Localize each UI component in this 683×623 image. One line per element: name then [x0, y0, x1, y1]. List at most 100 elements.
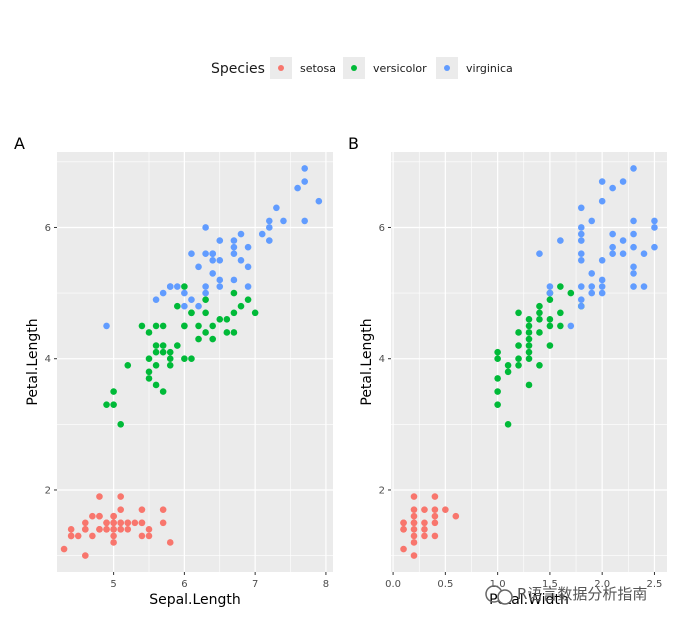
point-versicolor: [504, 421, 512, 428]
point-versicolor: [504, 368, 512, 376]
point-setosa: [421, 519, 428, 527]
panel-a-ticks: 5 6 7 8 2 4 6: [45, 223, 329, 590]
point-versicolor: [525, 329, 533, 336]
point-versicolor: [152, 381, 160, 389]
point-versicolor: [525, 348, 533, 356]
point-setosa: [442, 506, 449, 513]
point-virginica: [174, 283, 181, 290]
point-versicolor: [110, 401, 117, 408]
point-virginica: [237, 256, 245, 264]
panel-b-points: [400, 165, 658, 559]
point-versicolor: [124, 361, 132, 369]
point-virginica: [166, 283, 174, 290]
point-virginica: [598, 289, 606, 297]
point-setosa: [410, 512, 418, 520]
point-virginica: [609, 243, 616, 251]
point-virginica: [103, 322, 110, 330]
point-setosa: [110, 519, 117, 527]
point-virginica: [577, 224, 585, 231]
point-versicolor: [202, 296, 209, 303]
point-versicolor: [515, 309, 522, 317]
point-virginica: [266, 217, 273, 225]
point-setosa: [110, 539, 117, 546]
point-virginica: [230, 250, 238, 258]
point-setosa: [82, 552, 89, 559]
point-setosa: [410, 519, 418, 527]
tick-label-x: 2.5: [647, 579, 663, 590]
point-versicolor: [145, 329, 153, 336]
point-virginica: [209, 250, 216, 258]
point-virginica: [216, 283, 224, 290]
point-virginica: [630, 243, 637, 251]
point-virginica: [630, 230, 637, 238]
point-versicolor: [166, 361, 174, 369]
point-versicolor: [230, 329, 238, 336]
point-setosa: [131, 519, 139, 527]
watermark-text: R语言数据分析指南: [517, 585, 647, 603]
point-versicolor: [536, 329, 543, 336]
point-versicolor: [152, 348, 160, 356]
point-virginica: [301, 178, 308, 185]
point-virginica: [209, 270, 216, 277]
point-versicolor: [536, 361, 543, 369]
point-setosa: [60, 545, 68, 553]
point-setosa: [410, 539, 418, 546]
point-versicolor: [166, 348, 174, 356]
point-virginica: [188, 296, 195, 303]
point-versicolor: [181, 322, 188, 330]
legend-label-virginica: virginica: [466, 62, 513, 75]
point-versicolor: [138, 322, 146, 330]
tick-label-x: 8: [323, 579, 329, 590]
point-versicolor: [152, 322, 160, 330]
point-setosa: [452, 512, 460, 520]
point-versicolor: [195, 322, 202, 330]
point-virginica: [266, 224, 273, 231]
point-setosa: [138, 532, 146, 540]
point-setosa: [74, 532, 82, 540]
tick-label-x: 1.0: [490, 579, 506, 590]
point-virginica: [609, 250, 616, 258]
point-setosa: [431, 506, 439, 513]
point-virginica: [588, 217, 596, 225]
point-virginica: [588, 283, 596, 290]
legend-key-versicolor: [351, 65, 357, 71]
point-versicolor: [525, 316, 533, 323]
point-setosa: [82, 519, 89, 527]
tick-label-y: 4: [45, 354, 51, 365]
point-versicolor: [188, 355, 195, 363]
point-versicolor: [557, 283, 564, 290]
point-setosa: [138, 519, 146, 527]
point-setosa: [103, 519, 110, 527]
point-versicolor: [557, 322, 564, 330]
point-virginica: [202, 250, 209, 258]
point-setosa: [431, 493, 439, 500]
point-versicolor: [230, 309, 238, 317]
panel-a-x-axis-title: Sepal.Length: [149, 592, 241, 608]
point-versicolor: [515, 342, 522, 349]
tick-label-x: 2.0: [594, 579, 610, 590]
tick-label-x: 0.5: [437, 579, 453, 590]
tick-label-x: 7: [252, 579, 258, 590]
point-virginica: [273, 204, 280, 212]
point-versicolor: [181, 355, 188, 363]
panel-b-ticks: 0.0 0.5 1.0 1.5 2.0 2.5 2 4 6: [379, 223, 663, 590]
point-virginica: [159, 289, 167, 297]
point-virginica: [230, 276, 238, 284]
point-setosa: [89, 512, 96, 520]
point-setosa: [67, 532, 75, 540]
point-versicolor: [159, 342, 167, 349]
point-versicolor: [536, 316, 543, 323]
point-virginica: [181, 289, 188, 297]
point-virginica: [202, 289, 209, 297]
point-versicolor: [202, 329, 209, 336]
point-virginica: [577, 204, 585, 212]
point-versicolor: [515, 361, 522, 369]
wechat-logo-icon-2: [497, 589, 513, 605]
point-virginica: [651, 217, 658, 225]
point-versicolor: [145, 355, 153, 363]
point-virginica: [598, 276, 606, 284]
point-versicolor: [546, 322, 554, 330]
point-virginica: [536, 250, 543, 258]
